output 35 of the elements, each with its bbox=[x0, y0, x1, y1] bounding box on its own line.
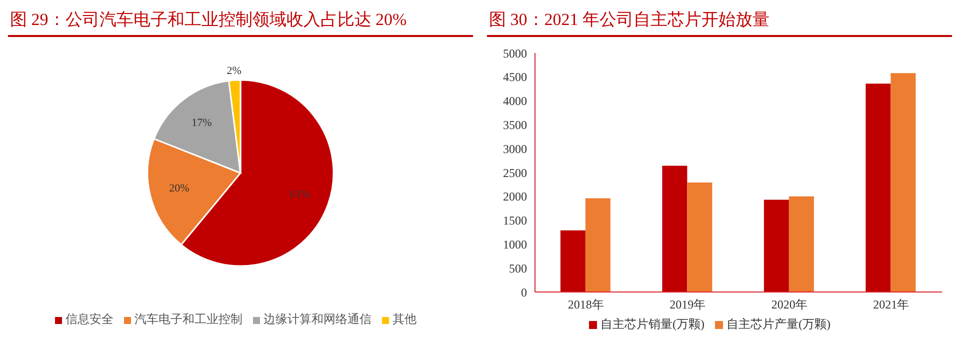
chart-title: 图 29：公司汽车电子和工业控制领域收入占比达 20% bbox=[8, 8, 473, 37]
bar bbox=[788, 196, 814, 292]
y-tick-label: 5000 bbox=[503, 46, 527, 60]
y-tick-label: 2000 bbox=[503, 190, 527, 204]
chart-title: 图 30：2021 年公司自主芯片开始放量 bbox=[487, 8, 952, 37]
legend-label: 边缘计算和网络通信 bbox=[264, 312, 372, 326]
y-tick-label: 3500 bbox=[503, 118, 527, 132]
y-tick-label: 500 bbox=[509, 261, 527, 276]
y-tick-label: 1500 bbox=[503, 214, 527, 228]
y-tick-label: 0 bbox=[521, 285, 527, 300]
legend-label: 自主芯片产量(万颗) bbox=[726, 317, 830, 331]
data-label: 17% bbox=[192, 117, 212, 130]
bar bbox=[687, 182, 712, 292]
y-tick-label: 1000 bbox=[503, 237, 527, 252]
x-tick-label: 2018年 bbox=[568, 298, 604, 312]
y-tick-label: 4500 bbox=[503, 70, 527, 84]
legend-label: 信息安全 bbox=[66, 312, 114, 326]
data-label: 20% bbox=[169, 182, 190, 195]
y-tick-label: 2500 bbox=[503, 166, 527, 180]
x-tick-label: 2019年 bbox=[670, 298, 706, 312]
bar bbox=[764, 200, 789, 292]
legend-label: 自主芯片销量(万颗) bbox=[600, 317, 704, 331]
bar bbox=[560, 230, 586, 292]
x-tick-label: 2021年 bbox=[873, 298, 910, 312]
bar bbox=[662, 166, 688, 292]
bar bbox=[866, 84, 891, 292]
bar bbox=[585, 198, 610, 292]
y-tick-label: 3000 bbox=[503, 142, 527, 156]
y-tick-label: 4000 bbox=[503, 94, 527, 108]
data-label: 2% bbox=[226, 65, 242, 78]
legend-label: 其他 bbox=[392, 312, 416, 326]
data-label: 61% bbox=[290, 188, 310, 200]
bar bbox=[890, 73, 916, 292]
legend-label: 汽车电子和工业控制 bbox=[134, 312, 242, 326]
x-tick-label: 2020年 bbox=[771, 298, 808, 312]
